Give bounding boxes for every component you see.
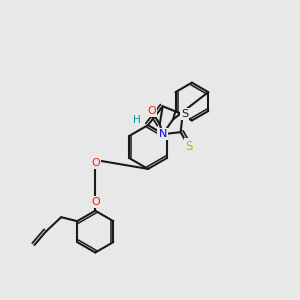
Text: S: S bbox=[185, 140, 192, 153]
Text: S: S bbox=[181, 109, 188, 119]
Text: O: O bbox=[91, 158, 100, 168]
Text: N: N bbox=[158, 129, 167, 139]
Text: H: H bbox=[133, 115, 141, 125]
Text: O: O bbox=[147, 106, 156, 116]
Text: O: O bbox=[91, 197, 100, 207]
